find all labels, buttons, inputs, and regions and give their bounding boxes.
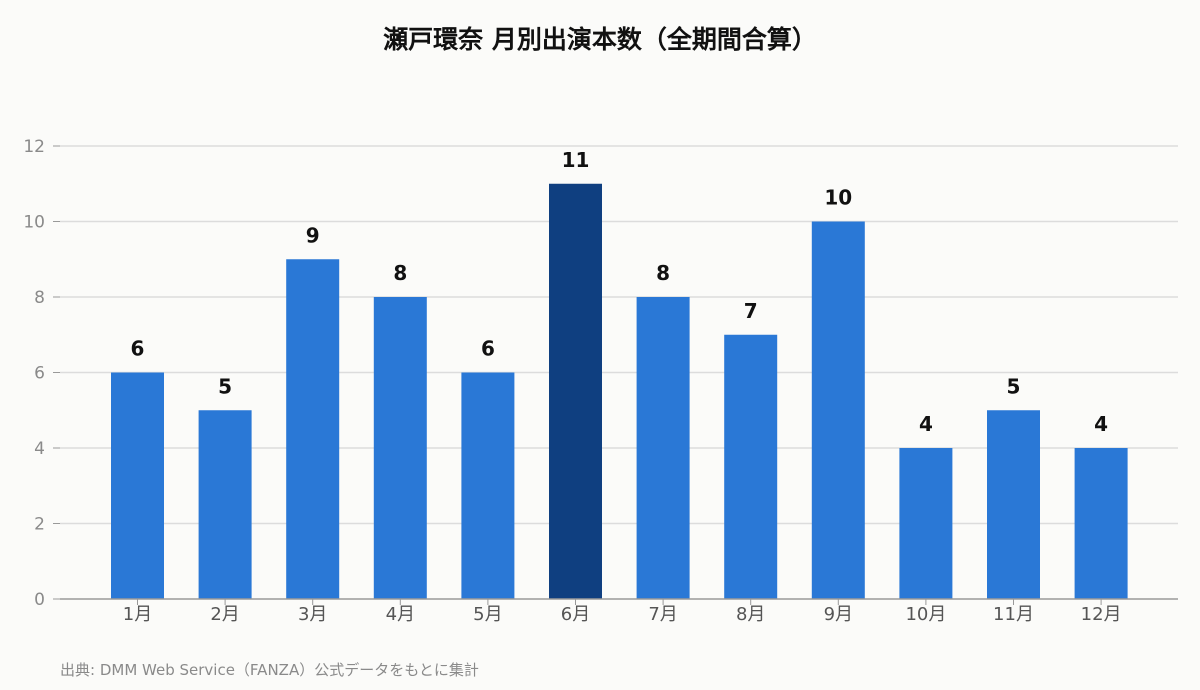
data-label-4: 8 [393,261,407,285]
y-tick-label: 0 [34,590,45,610]
data-label-8: 7 [744,299,758,323]
chart-title: 瀬戸環奈 月別出演本数（全期間合算） [383,25,817,54]
y-tick-label: 4 [34,439,45,459]
bar-7 [636,297,690,599]
x-tick-label-7: 7月 [648,604,677,625]
data-label-12: 4 [1094,412,1108,436]
x-tick-label-1: 1月 [123,604,152,625]
bar-4 [373,297,427,599]
data-label-7: 8 [656,261,670,285]
bar-3 [286,259,340,599]
bar-5 [461,372,515,599]
x-tick-label-3: 3月 [298,604,327,625]
x-tick-label-4: 4月 [386,604,415,625]
x-tick-label-9: 9月 [824,604,853,625]
bars [111,183,1128,599]
y-tick-label: 8 [34,288,45,308]
x-axis-ticks: 1月 2月 3月 4月 5月 6月 7月 8月 9月 10月 11月 12月 [123,599,1122,625]
data-label-9: 10 [824,186,852,210]
bar-2 [198,410,252,599]
y-tick-label: 2 [34,515,45,535]
bar-1 [111,372,164,599]
bar-6 [549,183,602,599]
bar-12 [1074,448,1128,599]
x-tick-label-2: 2月 [210,604,239,625]
x-tick-label-6: 6月 [561,604,590,625]
data-labels: 6 5 9 8 6 11 8 7 10 4 5 4 [131,148,1109,436]
bar-11 [987,410,1040,599]
data-label-6: 11 [562,148,590,172]
y-axis-ticks: 0 2 4 6 8 10 12 [23,137,60,610]
x-tick-label-11: 11月 [993,604,1034,625]
bar-10 [899,448,953,599]
data-label-2: 5 [218,374,232,398]
data-label-10: 4 [919,412,933,436]
y-tick-label: 12 [23,137,45,157]
x-tick-label-5: 5月 [473,604,502,625]
y-tick-label: 10 [23,213,45,233]
bar-9 [811,221,865,599]
x-tick-label-8: 8月 [736,604,765,625]
source-note: 出典: DMM Web Service（FANZA）公式データをもとに集計 [60,661,479,679]
y-tick-label: 6 [34,364,45,384]
data-label-11: 5 [1007,374,1021,398]
x-tick-label-10: 10月 [905,604,946,625]
bar-8 [724,334,778,599]
data-label-3: 9 [306,223,320,247]
data-label-5: 6 [481,337,495,361]
x-tick-label-12: 12月 [1081,604,1122,625]
data-label-1: 6 [131,337,145,361]
